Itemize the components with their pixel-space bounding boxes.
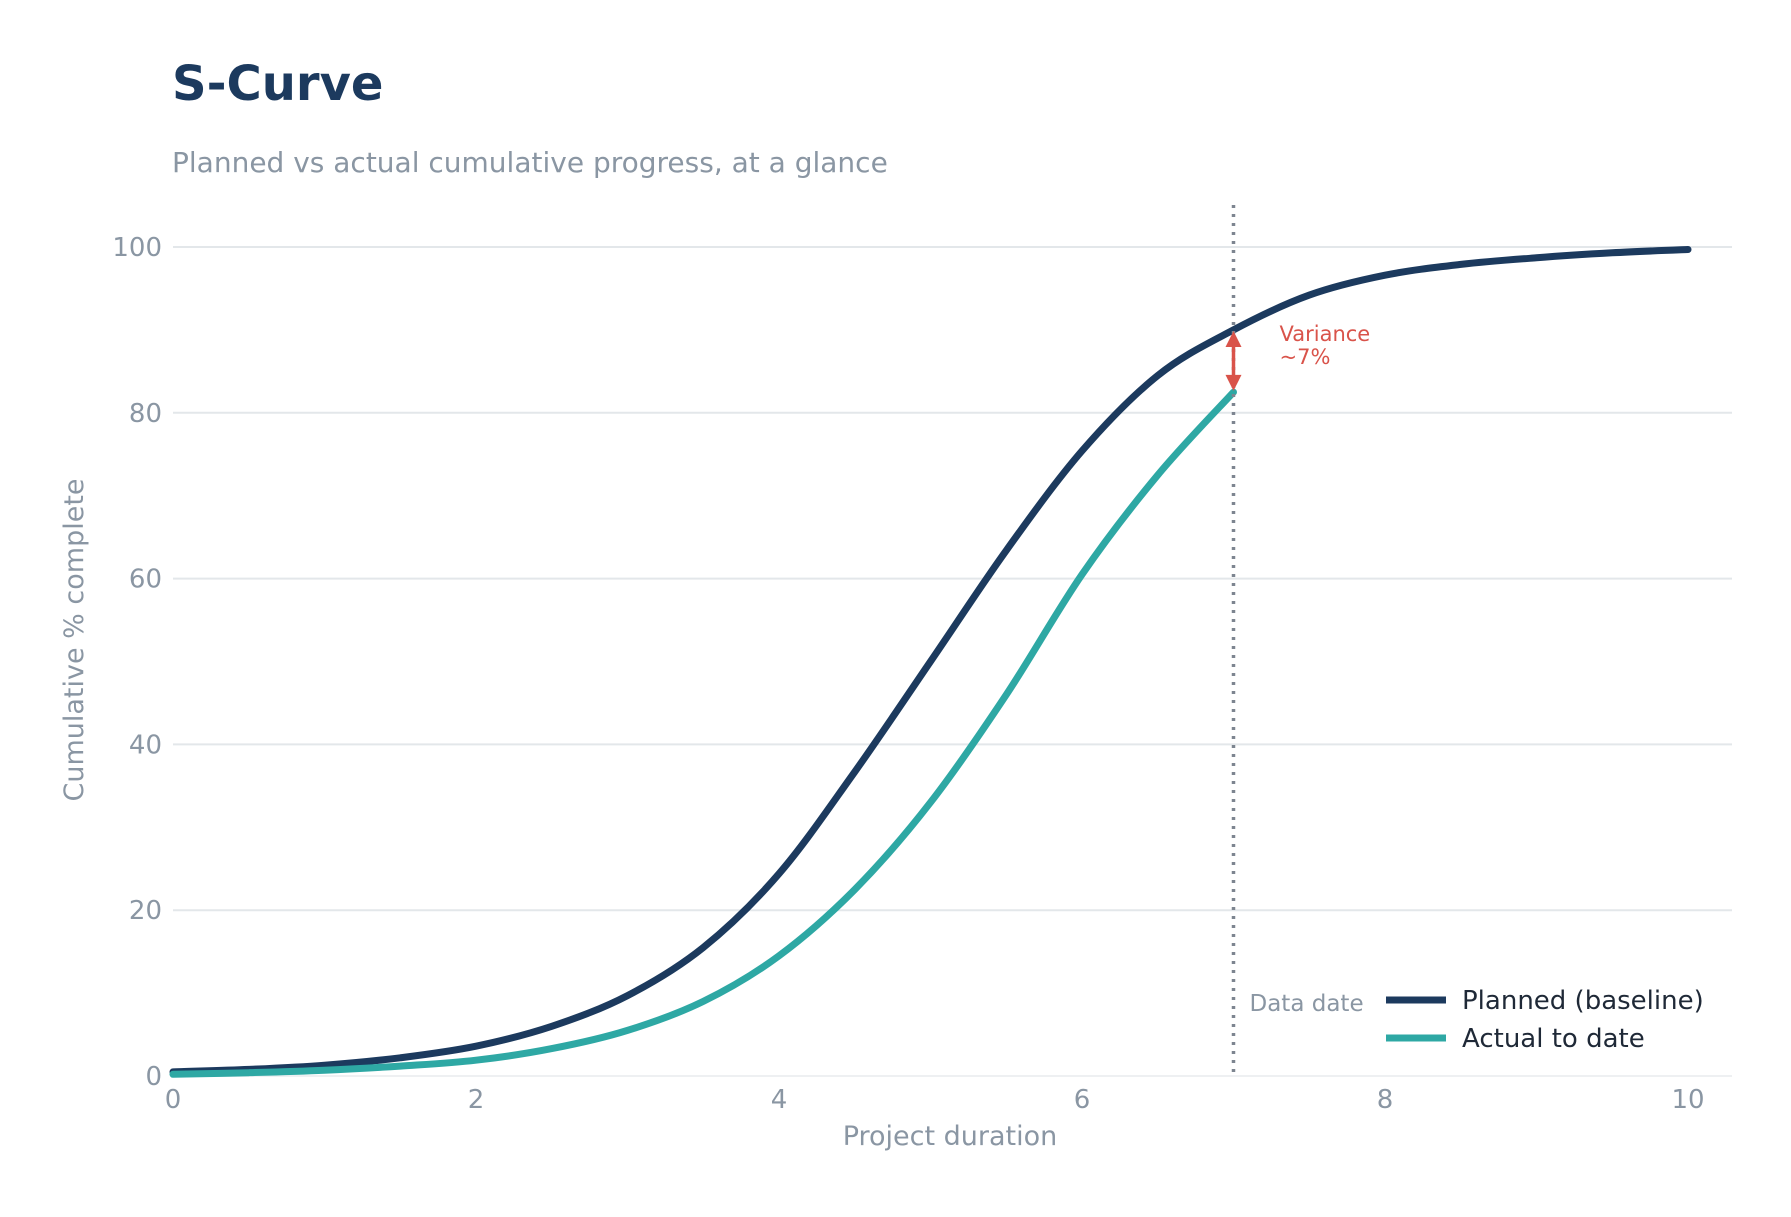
y-tick-20: 20 [129, 896, 162, 926]
x-axis-label: Project duration [843, 1121, 1058, 1152]
series-line-0 [169, 246, 1692, 1076]
variance-label: Variance [1280, 322, 1371, 346]
y-axis-label: Cumulative % complete [59, 478, 90, 801]
chart-subtitle: Planned vs actual cumulative progress, a… [172, 146, 888, 179]
variance-annotation: Variance ~7% [1225, 322, 1371, 391]
legend: Planned (baseline) Actual to date [1386, 986, 1704, 1054]
y-tick-40: 40 [129, 730, 162, 760]
x-tick-6: 6 [1074, 1085, 1091, 1115]
series-line-1 [169, 388, 1237, 1078]
x-tick-labels: 0 2 4 6 8 10 [165, 1085, 1705, 1115]
series-lines [169, 246, 1692, 1078]
chart-title: S-Curve [172, 56, 384, 112]
y-tick-80: 80 [129, 399, 162, 429]
variance-arrow-head-bottom [1225, 374, 1242, 391]
legend-label-1: Actual to date [1462, 1024, 1645, 1054]
data-date-label: Data date [1250, 991, 1364, 1017]
x-tick-8: 8 [1377, 1085, 1394, 1115]
y-tick-60: 60 [129, 565, 162, 595]
gridlines [173, 246, 1732, 1077]
x-tick-2: 2 [468, 1085, 485, 1115]
x-tick-4: 4 [771, 1085, 788, 1115]
variance-arrow-head-top [1225, 331, 1242, 348]
y-tick-100: 100 [112, 233, 162, 263]
x-tick-0: 0 [165, 1085, 182, 1115]
y-tick-0: 0 [145, 1062, 162, 1092]
legend-label-0: Planned (baseline) [1462, 986, 1704, 1016]
x-tick-10: 10 [1671, 1085, 1704, 1115]
y-tick-labels: 0 20 40 60 80 100 [112, 233, 162, 1092]
variance-value: ~7% [1280, 345, 1331, 369]
